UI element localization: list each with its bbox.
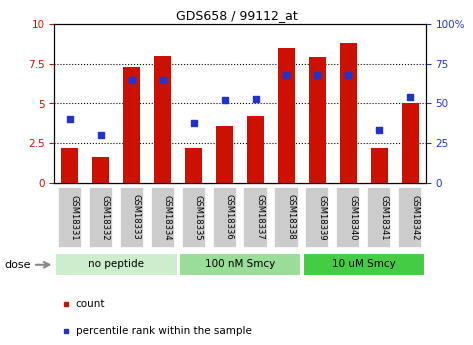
FancyBboxPatch shape: [179, 253, 301, 276]
Text: GSM18342: GSM18342: [410, 195, 419, 240]
Point: [159, 77, 166, 82]
Text: GDS658 / 99112_at: GDS658 / 99112_at: [175, 9, 298, 22]
Text: GSM18337: GSM18337: [255, 195, 264, 240]
Text: percentile rank within the sample: percentile rank within the sample: [76, 326, 252, 336]
Point: [97, 132, 105, 138]
Point: [283, 72, 290, 78]
FancyBboxPatch shape: [336, 187, 360, 248]
Point: [190, 120, 197, 125]
Bar: [278, 48, 295, 183]
Point: [314, 72, 321, 78]
Bar: [123, 67, 140, 183]
Point: [252, 96, 259, 101]
FancyBboxPatch shape: [212, 187, 236, 248]
Point: [406, 95, 414, 100]
FancyBboxPatch shape: [398, 187, 422, 248]
Bar: [185, 148, 202, 183]
FancyBboxPatch shape: [182, 187, 206, 248]
FancyBboxPatch shape: [274, 187, 298, 248]
Bar: [371, 148, 388, 183]
Text: GSM18333: GSM18333: [132, 195, 141, 240]
FancyBboxPatch shape: [150, 187, 175, 248]
FancyBboxPatch shape: [244, 187, 268, 248]
Text: GSM18335: GSM18335: [193, 195, 202, 240]
Text: GSM18339: GSM18339: [317, 195, 326, 240]
Point: [66, 117, 74, 122]
Point: [376, 128, 383, 133]
Point: [128, 77, 136, 82]
Bar: [216, 126, 233, 183]
Bar: [154, 56, 171, 183]
Text: 10 uM Smcy: 10 uM Smcy: [332, 259, 396, 269]
FancyBboxPatch shape: [120, 187, 144, 248]
Text: GSM18332: GSM18332: [101, 195, 110, 240]
FancyBboxPatch shape: [55, 253, 177, 276]
Bar: [247, 116, 264, 183]
FancyBboxPatch shape: [303, 253, 425, 276]
FancyBboxPatch shape: [367, 187, 391, 248]
Text: dose: dose: [5, 260, 31, 270]
Text: 100 nM Smcy: 100 nM Smcy: [205, 259, 275, 269]
Text: count: count: [76, 299, 105, 308]
Text: GSM18334: GSM18334: [163, 195, 172, 240]
Text: GSM18336: GSM18336: [225, 195, 234, 240]
Text: GSM18341: GSM18341: [379, 195, 388, 240]
Bar: [92, 157, 109, 183]
Text: GSM18338: GSM18338: [287, 195, 296, 240]
FancyBboxPatch shape: [306, 187, 330, 248]
Text: no peptide: no peptide: [88, 259, 144, 269]
Point: [221, 98, 228, 103]
Bar: [340, 43, 357, 183]
Bar: [402, 104, 419, 183]
FancyBboxPatch shape: [58, 187, 82, 248]
FancyBboxPatch shape: [89, 187, 113, 248]
Point: [344, 72, 352, 78]
Text: GSM18340: GSM18340: [348, 195, 357, 240]
Bar: [61, 148, 79, 183]
Text: GSM18331: GSM18331: [70, 195, 79, 240]
Bar: [309, 58, 326, 183]
